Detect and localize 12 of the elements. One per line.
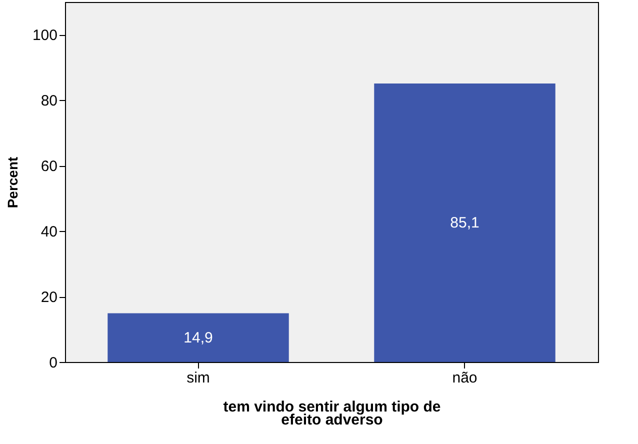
data-label: 14,9 xyxy=(184,330,213,347)
x-axis-title: tem vindo sentir algum tipo de efeito adverso xyxy=(223,398,441,428)
y-tick-label: 0 xyxy=(49,354,58,372)
y-tick-label: 60 xyxy=(40,158,58,176)
data-label: 85,1 xyxy=(450,214,480,232)
x-tick-label: sim xyxy=(186,370,210,386)
y-tick-label: 100 xyxy=(32,27,58,44)
x-tick-label: não xyxy=(452,370,478,386)
y-tick-label: 20 xyxy=(40,289,58,306)
y-tick-label: 40 xyxy=(40,224,58,241)
y-axis-title: Percent xyxy=(4,156,20,208)
y-tick-label: 80 xyxy=(40,92,58,110)
